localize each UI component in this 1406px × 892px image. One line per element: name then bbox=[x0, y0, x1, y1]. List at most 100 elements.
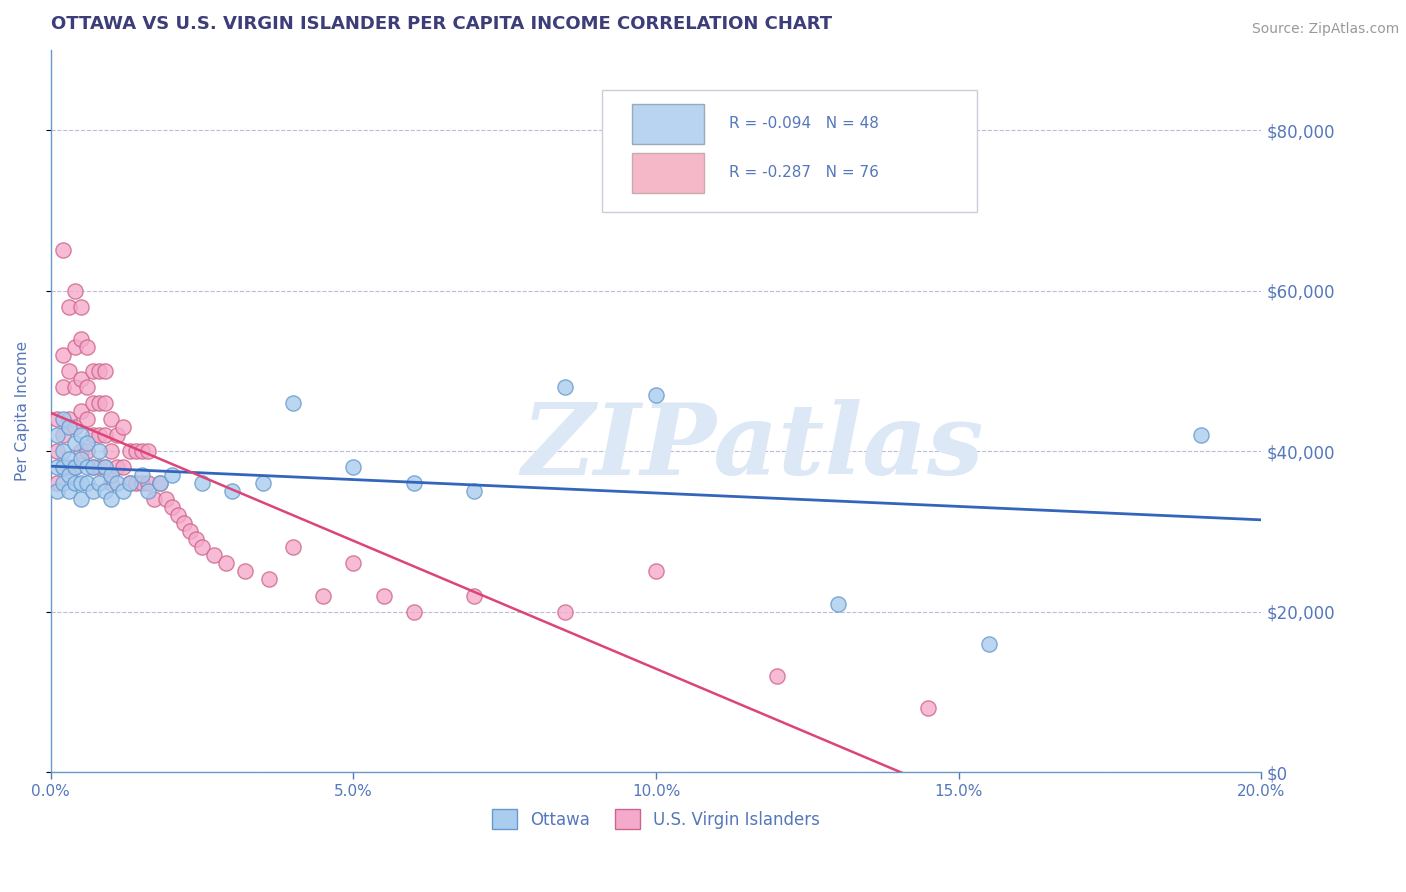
Point bbox=[167, 508, 190, 523]
Point bbox=[45, 476, 67, 491]
Bar bbox=[631, 153, 704, 193]
Point bbox=[58, 452, 80, 467]
Point bbox=[94, 364, 117, 378]
Point bbox=[155, 492, 177, 507]
Point bbox=[112, 460, 135, 475]
Point bbox=[402, 476, 425, 491]
Point bbox=[118, 444, 141, 458]
Point bbox=[373, 589, 395, 603]
Point bbox=[252, 476, 274, 491]
Point bbox=[89, 476, 111, 491]
Point bbox=[70, 372, 93, 386]
Point bbox=[52, 460, 75, 475]
Point bbox=[58, 412, 80, 426]
Point bbox=[184, 533, 207, 547]
Point bbox=[221, 484, 243, 499]
Point bbox=[94, 428, 117, 442]
Point bbox=[89, 364, 111, 378]
Point bbox=[118, 476, 141, 491]
Point bbox=[160, 468, 183, 483]
Point bbox=[70, 492, 93, 507]
Point bbox=[63, 436, 86, 450]
Point bbox=[257, 573, 280, 587]
Point bbox=[94, 460, 117, 475]
Point bbox=[100, 468, 122, 483]
Y-axis label: Per Capita Income: Per Capita Income bbox=[15, 341, 30, 481]
Point bbox=[70, 428, 93, 442]
Point bbox=[100, 476, 122, 491]
Point bbox=[63, 284, 86, 298]
Point bbox=[63, 380, 86, 394]
Point bbox=[136, 476, 159, 491]
Point bbox=[766, 669, 789, 683]
Point bbox=[100, 492, 122, 507]
Point bbox=[76, 380, 98, 394]
Point bbox=[70, 404, 93, 418]
Point bbox=[58, 460, 80, 475]
Point bbox=[76, 436, 98, 450]
Point bbox=[45, 460, 67, 475]
Point bbox=[89, 396, 111, 410]
Text: Source: ZipAtlas.com: Source: ZipAtlas.com bbox=[1251, 22, 1399, 37]
Point bbox=[312, 589, 335, 603]
Point bbox=[342, 460, 364, 475]
Legend: Ottawa, U.S. Virgin Islanders: Ottawa, U.S. Virgin Islanders bbox=[485, 802, 827, 836]
Point bbox=[179, 524, 201, 539]
Point bbox=[917, 701, 939, 715]
Text: R = -0.094   N = 48: R = -0.094 N = 48 bbox=[728, 116, 879, 131]
Point bbox=[89, 428, 111, 442]
Point bbox=[281, 396, 304, 410]
Point bbox=[94, 460, 117, 475]
Point bbox=[107, 428, 129, 442]
Point bbox=[94, 396, 117, 410]
Bar bbox=[631, 104, 704, 144]
Point bbox=[124, 476, 146, 491]
Point bbox=[52, 428, 75, 442]
Point bbox=[82, 460, 104, 475]
Point bbox=[45, 444, 67, 458]
Point bbox=[52, 380, 75, 394]
Point bbox=[58, 468, 80, 483]
Point bbox=[173, 516, 195, 531]
Point bbox=[63, 460, 86, 475]
Text: ZIPatlas: ZIPatlas bbox=[522, 399, 984, 495]
Point bbox=[76, 476, 98, 491]
Point bbox=[131, 476, 153, 491]
Point bbox=[202, 549, 225, 563]
Point bbox=[58, 300, 80, 314]
Point bbox=[45, 484, 67, 499]
Text: OTTAWA VS U.S. VIRGIN ISLANDER PER CAPITA INCOME CORRELATION CHART: OTTAWA VS U.S. VIRGIN ISLANDER PER CAPIT… bbox=[51, 15, 832, 33]
Point bbox=[136, 484, 159, 499]
Point bbox=[76, 412, 98, 426]
Point bbox=[76, 460, 98, 475]
Point bbox=[215, 557, 238, 571]
Point bbox=[52, 444, 75, 458]
Point bbox=[112, 484, 135, 499]
Point bbox=[45, 428, 67, 442]
Point bbox=[124, 444, 146, 458]
Point bbox=[52, 348, 75, 362]
Point bbox=[52, 460, 75, 475]
Point bbox=[82, 364, 104, 378]
Point bbox=[281, 541, 304, 555]
Point bbox=[63, 340, 86, 354]
Point bbox=[63, 420, 86, 434]
Point bbox=[191, 476, 214, 491]
Point bbox=[70, 452, 93, 467]
Point bbox=[149, 476, 172, 491]
Point bbox=[118, 476, 141, 491]
Point bbox=[191, 541, 214, 555]
Point bbox=[70, 476, 93, 491]
Point bbox=[76, 444, 98, 458]
Point bbox=[645, 565, 668, 579]
Point bbox=[112, 420, 135, 434]
FancyBboxPatch shape bbox=[602, 89, 977, 212]
Point bbox=[554, 605, 576, 619]
Point bbox=[100, 444, 122, 458]
Point bbox=[977, 637, 1000, 651]
Point bbox=[827, 597, 849, 611]
Point bbox=[82, 428, 104, 442]
Point bbox=[70, 300, 93, 314]
Point bbox=[149, 476, 172, 491]
Point bbox=[63, 476, 86, 491]
